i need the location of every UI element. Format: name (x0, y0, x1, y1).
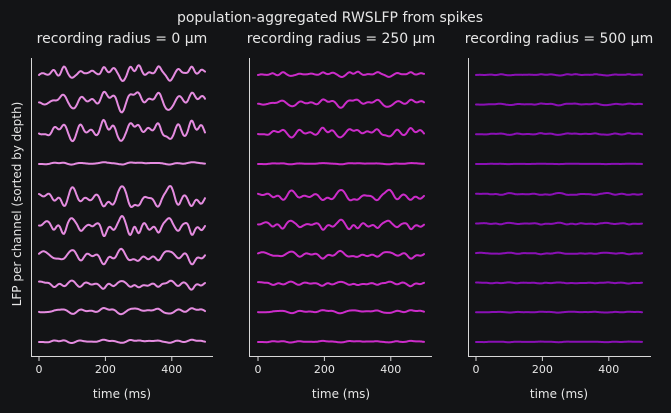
channel-trace-5 (257, 188, 425, 202)
x-axis-label: time (ms) (93, 387, 151, 401)
channel-trace-2 (475, 102, 643, 107)
panel-radius-250: recording radius = 250 μm time (ms) 0 200… (247, 31, 435, 401)
panel-radius-500: recording radius = 500 μm time (ms) 0 200… (465, 31, 653, 401)
y-axis-label: LFP per channel (sorted by depth) (10, 102, 24, 307)
channel-trace-2 (38, 90, 206, 114)
channel-traces (38, 64, 206, 344)
channel-trace-4 (38, 161, 206, 166)
x-tick-label: 0 (473, 363, 480, 376)
channel-trace-3 (38, 118, 206, 143)
panel-title: recording radius = 250 μm (247, 31, 435, 47)
panel-title: recording radius = 500 μm (465, 31, 653, 47)
channel-trace-10 (38, 338, 206, 344)
x-tick-label: 400 (161, 363, 182, 376)
channel-trace-9 (38, 307, 206, 316)
x-tick-label: 0 (255, 363, 262, 376)
channel-trace-6 (38, 215, 206, 237)
channel-trace-6 (257, 218, 425, 231)
x-tick-label: 200 (95, 363, 116, 376)
channel-traces (475, 73, 643, 344)
x-ticks: 0 200 400 (36, 357, 182, 376)
figure-suptitle: population-aggregated RWSLFP from spikes (177, 10, 483, 26)
channel-trace-6 (475, 221, 643, 226)
channel-trace-7 (257, 249, 425, 260)
channel-trace-3 (475, 132, 643, 136)
x-tick-label: 400 (380, 363, 401, 376)
channel-trace-1 (38, 64, 206, 82)
panel-title: recording radius = 0 μm (37, 31, 208, 47)
channel-trace-10 (257, 339, 425, 344)
channel-trace-4 (257, 162, 425, 166)
x-tick-label: 400 (598, 363, 619, 376)
x-tick-label: 200 (314, 363, 335, 376)
x-axis-label: time (ms) (530, 387, 588, 401)
channel-trace-9 (257, 309, 425, 315)
x-axis-label: time (ms) (312, 387, 370, 401)
channel-trace-7 (475, 251, 643, 256)
channel-trace-10 (475, 340, 643, 344)
channel-trace-8 (257, 280, 425, 288)
channel-trace-1 (475, 73, 643, 77)
x-ticks: 0 200 400 (255, 357, 401, 376)
channel-trace-3 (257, 126, 425, 139)
panel-radius-0: recording radius = 0 μm time (ms) 0 200 40… (31, 31, 213, 401)
channel-trace-1 (257, 70, 425, 78)
x-ticks: 0 200 400 (473, 357, 619, 376)
channel-trace-2 (257, 98, 425, 109)
channel-trace-8 (475, 281, 643, 285)
x-tick-label: 200 (532, 363, 553, 376)
x-tick-label: 0 (36, 363, 43, 376)
channel-trace-8 (38, 279, 206, 291)
channel-trace-5 (475, 192, 643, 196)
channel-traces (257, 70, 425, 344)
channel-trace-5 (38, 185, 206, 208)
channel-trace-9 (475, 310, 643, 314)
channel-trace-7 (38, 247, 206, 266)
